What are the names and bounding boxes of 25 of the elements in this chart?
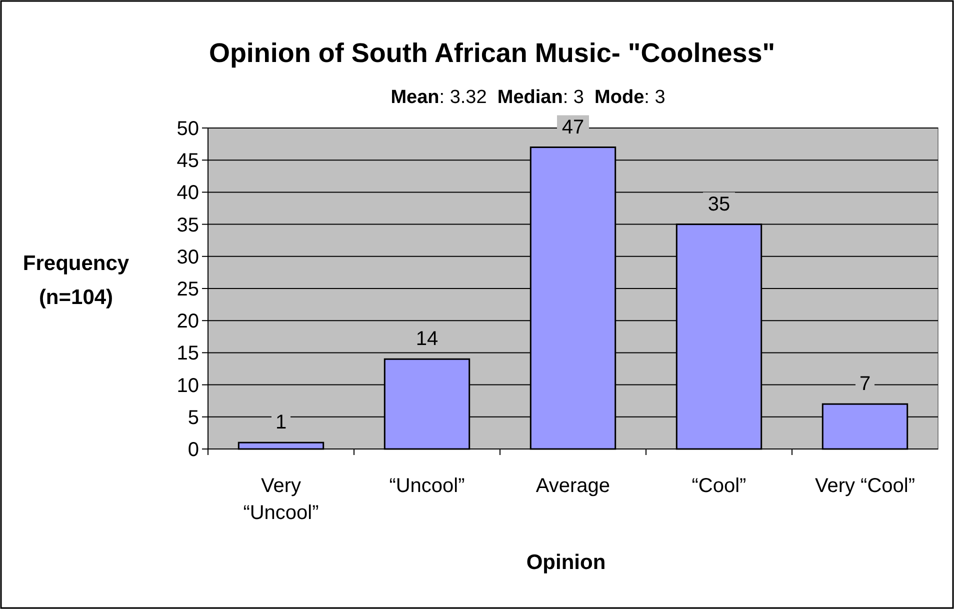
data-label: 47 <box>562 116 584 138</box>
text: Mean: 3.32 Median: 3 Mode: 3 <box>390 87 666 108</box>
y-tick-label: 10 <box>176 374 199 397</box>
data-label: 7 <box>859 373 871 396</box>
y-tick-label: 50 <box>176 118 199 140</box>
x-axis-title: Opinion <box>526 551 606 574</box>
y-tick-label: 45 <box>176 150 199 172</box>
y-tick-label: 20 <box>176 310 199 333</box>
y-tick-label: 40 <box>176 182 199 204</box>
x-tick-label: “Uncool” <box>389 475 465 497</box>
x-tick-label: Average <box>536 475 610 497</box>
y-tick-label: 15 <box>176 342 199 365</box>
data-label: 14 <box>416 328 438 350</box>
y-tick-label: 35 <box>176 214 199 236</box>
data-label: 35 <box>708 193 730 216</box>
y-axis-title: Frequency (n=104) <box>22 252 130 309</box>
y-tick-label: 5 <box>188 406 199 429</box>
data-label: 1 <box>275 412 287 434</box>
y-tick-label: 30 <box>176 246 199 268</box>
x-tick-label: Very “Uncool” <box>243 475 319 524</box>
x-tick-label: “Cool” <box>692 475 746 497</box>
chart-title: Opinion of South African Music- "Coolness" <box>208 38 776 68</box>
x-tick-label: Very “Cool” <box>814 475 916 497</box>
y-tick-label: 0 <box>188 439 199 461</box>
y-tick-label: 25 <box>176 278 199 300</box>
